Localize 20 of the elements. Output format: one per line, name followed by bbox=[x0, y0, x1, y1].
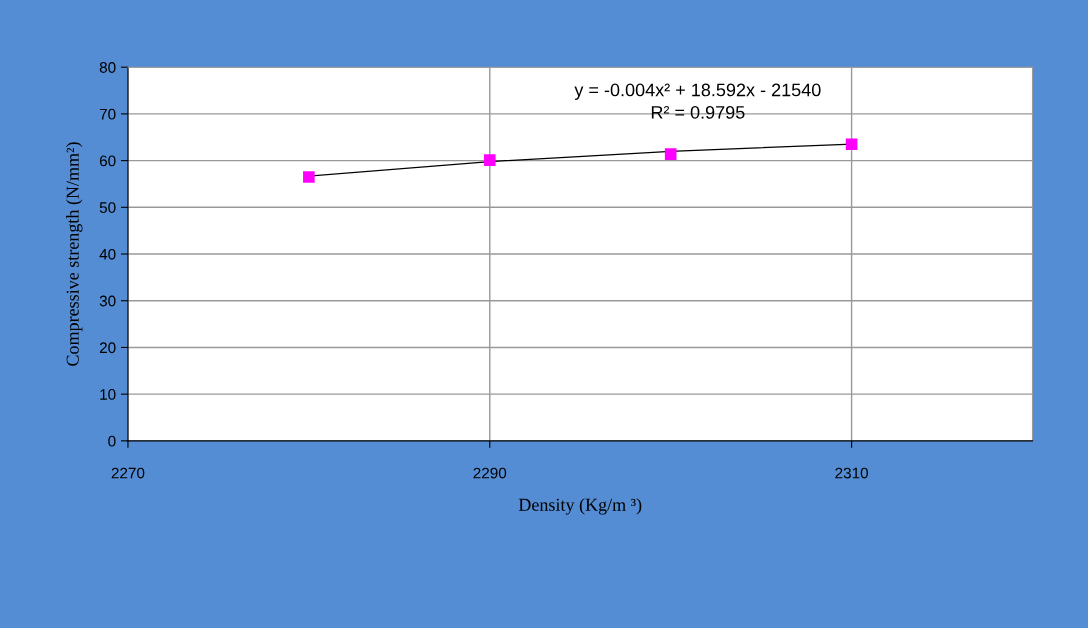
y-tick-label: 60 bbox=[99, 155, 116, 167]
y-tick-label: 0 bbox=[108, 435, 116, 447]
y-tick-label: 50 bbox=[99, 202, 116, 213]
x-axis-title: Density (Kg/m ³) bbox=[518, 498, 642, 515]
point bbox=[664, 148, 677, 160]
x-tick-label: 2270 bbox=[111, 467, 145, 479]
x-tick-label: 2310 bbox=[835, 467, 868, 479]
point bbox=[303, 171, 315, 183]
point bbox=[483, 154, 496, 166]
y-tick-label: 40 bbox=[99, 248, 116, 260]
y-tick-label: 30 bbox=[99, 295, 116, 307]
y-tick-label: 20 bbox=[99, 342, 116, 354]
annotation: R² = 0.9795 bbox=[651, 105, 745, 119]
y-tick-label: 10 bbox=[100, 389, 116, 400]
annotation: y = -0.004x² + 18.592x - 21540 bbox=[574, 83, 821, 100]
y-tick-label: 80 bbox=[99, 62, 116, 73]
x-tick-label: 2290 bbox=[473, 467, 507, 479]
point bbox=[845, 138, 858, 151]
y-axis-title: Compressive strength (N/mm²) bbox=[66, 142, 83, 366]
y-tick-label: 70 bbox=[99, 108, 116, 120]
